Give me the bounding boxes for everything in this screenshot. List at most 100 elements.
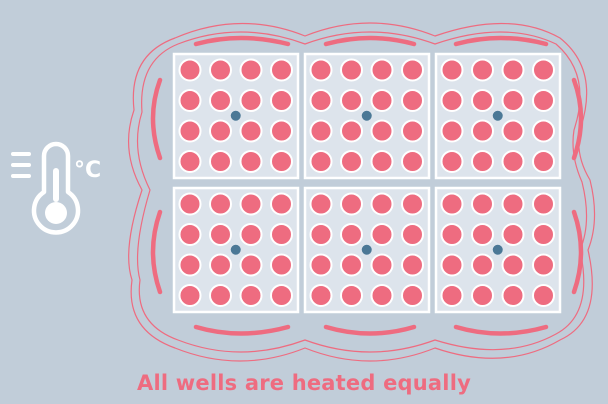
well xyxy=(239,150,263,173)
well xyxy=(370,150,394,173)
well xyxy=(340,192,363,216)
well xyxy=(471,89,494,112)
temperature-sensor xyxy=(361,110,372,121)
well xyxy=(401,223,424,246)
temperature-sensor xyxy=(492,244,503,255)
well xyxy=(270,58,293,82)
well xyxy=(440,253,464,277)
well xyxy=(270,89,293,112)
well-block xyxy=(434,52,562,180)
well xyxy=(239,89,263,112)
well xyxy=(471,119,494,143)
heat-arc-left-bottom xyxy=(150,209,163,295)
well xyxy=(471,192,494,216)
well xyxy=(532,119,555,143)
well xyxy=(270,192,293,216)
well xyxy=(401,58,424,82)
well xyxy=(471,58,494,82)
well xyxy=(501,253,525,277)
well xyxy=(440,150,464,173)
well-plate xyxy=(172,52,562,314)
heat-ring-middle xyxy=(136,31,588,353)
heat-arc-left-top xyxy=(150,77,163,161)
well xyxy=(532,89,555,112)
well xyxy=(309,223,333,246)
well xyxy=(270,284,293,307)
well xyxy=(440,223,464,246)
well xyxy=(440,89,464,112)
caption: All wells are heated equally xyxy=(137,371,471,395)
well xyxy=(270,223,293,246)
well xyxy=(471,253,494,277)
well xyxy=(340,253,363,277)
well xyxy=(532,223,555,246)
well xyxy=(178,284,202,307)
temperature-unit-label: °C xyxy=(74,158,101,183)
well xyxy=(501,284,525,307)
well-block xyxy=(172,186,300,314)
heat-arc-bottom-right xyxy=(453,324,549,336)
well xyxy=(209,253,232,277)
well xyxy=(532,253,555,277)
well xyxy=(370,284,394,307)
well xyxy=(309,58,333,82)
well xyxy=(270,119,293,143)
well xyxy=(501,192,525,216)
well xyxy=(239,58,263,82)
well-block xyxy=(303,186,431,314)
well xyxy=(471,223,494,246)
well xyxy=(340,284,363,307)
well xyxy=(401,284,424,307)
well xyxy=(309,150,333,173)
well xyxy=(532,284,555,307)
well xyxy=(178,192,202,216)
well xyxy=(209,58,232,82)
heat-arc-bottom-left xyxy=(193,324,291,336)
well-block xyxy=(172,52,300,180)
well xyxy=(501,58,525,82)
well xyxy=(309,119,333,143)
well xyxy=(440,284,464,307)
thermometer-body xyxy=(31,141,81,235)
well-block xyxy=(434,186,562,314)
well xyxy=(178,150,202,173)
well xyxy=(401,150,424,173)
well xyxy=(370,192,394,216)
well xyxy=(239,192,263,216)
heat-arc-top-middle xyxy=(323,35,417,47)
well xyxy=(239,253,263,277)
well xyxy=(471,150,494,173)
well xyxy=(401,253,424,277)
well xyxy=(209,119,232,143)
heat-rings xyxy=(127,22,596,362)
well xyxy=(209,223,232,246)
well xyxy=(309,89,333,112)
well xyxy=(239,223,263,246)
temperature-sensor xyxy=(230,110,241,121)
well xyxy=(270,150,293,173)
well xyxy=(471,284,494,307)
well xyxy=(309,253,333,277)
heat-arc-top-right xyxy=(453,35,549,47)
well xyxy=(340,150,363,173)
temperature-sensor xyxy=(361,244,372,255)
well xyxy=(178,223,202,246)
well xyxy=(532,150,555,173)
well xyxy=(501,223,525,246)
well xyxy=(370,119,394,143)
well xyxy=(178,119,202,143)
well xyxy=(440,58,464,82)
well xyxy=(209,89,232,112)
well xyxy=(401,119,424,143)
thermometer-mercury-column xyxy=(53,168,59,202)
well xyxy=(209,192,232,216)
well xyxy=(178,58,202,82)
heat-arc-right-top xyxy=(571,77,584,161)
well xyxy=(401,89,424,112)
well xyxy=(178,89,202,112)
well xyxy=(239,284,263,307)
well xyxy=(501,119,525,143)
well xyxy=(309,192,333,216)
thermometer-icon xyxy=(11,141,81,235)
